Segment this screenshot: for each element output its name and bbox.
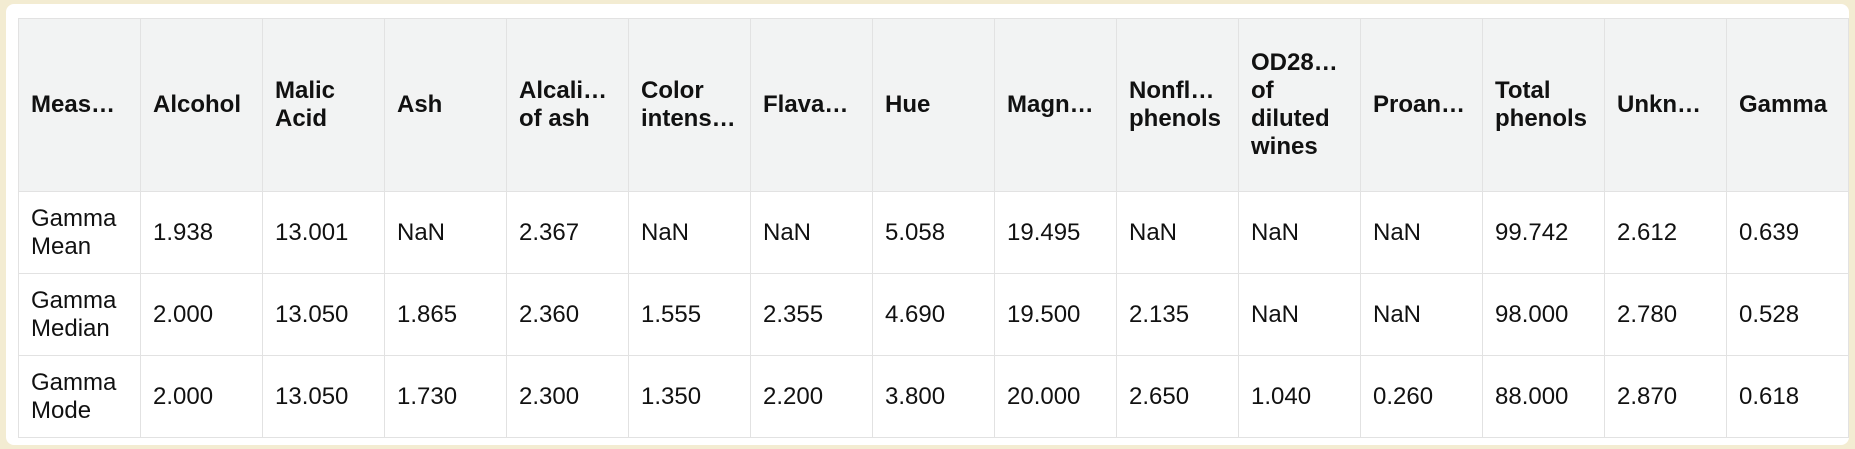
table-row: Gamma Median 2.000 13.050 1.865 2.360 1.… xyxy=(18,273,1849,356)
column-header-total-phenols[interactable]: Total phenols xyxy=(1482,18,1605,192)
table-cell: 1.938 xyxy=(140,191,263,274)
column-header-alcalinity-of-ash[interactable]: Alcali… of ash xyxy=(506,18,629,192)
column-header-nonflavanoid-phenols[interactable]: Nonfl… phenols xyxy=(1116,18,1239,192)
table-cell: NaN xyxy=(1116,191,1239,274)
table-cell: 2.200 xyxy=(750,355,873,438)
table-cell: 98.000 xyxy=(1482,273,1605,356)
table-cell: 1.555 xyxy=(628,273,751,356)
table-row: Gamma Mode 2.000 13.050 1.730 2.300 1.35… xyxy=(18,355,1849,438)
statistics-table: Meas… Alcohol Malic Acid Ash Alcali… of … xyxy=(18,18,1849,438)
table-cell: 19.495 xyxy=(994,191,1117,274)
column-header-gamma[interactable]: Gamma xyxy=(1726,18,1849,192)
column-header-flavanoids[interactable]: Flava… xyxy=(750,18,873,192)
table-cell: NaN xyxy=(1360,273,1483,356)
column-header-alcohol[interactable]: Alcohol xyxy=(140,18,263,192)
table-cell: 5.058 xyxy=(872,191,995,274)
table-cell: NaN xyxy=(1238,191,1361,274)
table-cell: 1.730 xyxy=(384,355,507,438)
table-cell: 2.000 xyxy=(140,273,263,356)
table-cell: 1.350 xyxy=(628,355,751,438)
table-cell: NaN xyxy=(1360,191,1483,274)
table-cell: 1.865 xyxy=(384,273,507,356)
table-cell: 0.618 xyxy=(1726,355,1849,438)
column-header-proanthocyanins[interactable]: Proan… xyxy=(1360,18,1483,192)
column-header-color-intensity[interactable]: Color intens… xyxy=(628,18,751,192)
column-header-hue[interactable]: Hue xyxy=(872,18,995,192)
table-cell: 2.650 xyxy=(1116,355,1239,438)
table-cell: NaN xyxy=(384,191,507,274)
data-table-card: Meas… Alcohol Malic Acid Ash Alcali… of … xyxy=(6,4,1849,445)
table-cell: 88.000 xyxy=(1482,355,1605,438)
row-label-cell: Gamma Mean xyxy=(18,191,141,274)
table-cell: 13.050 xyxy=(262,355,385,438)
table-cell: 13.050 xyxy=(262,273,385,356)
table-cell: 2.870 xyxy=(1604,355,1727,438)
table-cell: 2.300 xyxy=(506,355,629,438)
table-cell: 20.000 xyxy=(994,355,1117,438)
table-cell: 2.360 xyxy=(506,273,629,356)
table-cell: 99.742 xyxy=(1482,191,1605,274)
column-header-od280[interactable]: OD28… of diluted wines xyxy=(1238,18,1361,192)
row-label-cell: Gamma Median xyxy=(18,273,141,356)
table-cell: 2.355 xyxy=(750,273,873,356)
table-cell: 2.780 xyxy=(1604,273,1727,356)
table-cell: 2.135 xyxy=(1116,273,1239,356)
table-cell: 2.612 xyxy=(1604,191,1727,274)
column-header-measure[interactable]: Meas… xyxy=(18,18,141,192)
table-cell: NaN xyxy=(750,191,873,274)
table-cell: 3.800 xyxy=(872,355,995,438)
column-header-ash[interactable]: Ash xyxy=(384,18,507,192)
table-header-row: Meas… Alcohol Malic Acid Ash Alcali… of … xyxy=(18,18,1849,192)
table-cell: 0.260 xyxy=(1360,355,1483,438)
table-cell: NaN xyxy=(628,191,751,274)
table-row: Gamma Mean 1.938 13.001 NaN 2.367 NaN Na… xyxy=(18,191,1849,274)
row-label-cell: Gamma Mode xyxy=(18,355,141,438)
table-cell: 2.367 xyxy=(506,191,629,274)
table-cell: 0.528 xyxy=(1726,273,1849,356)
table-cell: 1.040 xyxy=(1238,355,1361,438)
table-cell: 0.639 xyxy=(1726,191,1849,274)
column-header-malic-acid[interactable]: Malic Acid xyxy=(262,18,385,192)
table-cell: NaN xyxy=(1238,273,1361,356)
table-cell: 13.001 xyxy=(262,191,385,274)
table-cell: 4.690 xyxy=(872,273,995,356)
column-header-unknown[interactable]: Unkn… xyxy=(1604,18,1727,192)
table-cell: 2.000 xyxy=(140,355,263,438)
column-header-magnesium[interactable]: Magn… xyxy=(994,18,1117,192)
table-cell: 19.500 xyxy=(994,273,1117,356)
